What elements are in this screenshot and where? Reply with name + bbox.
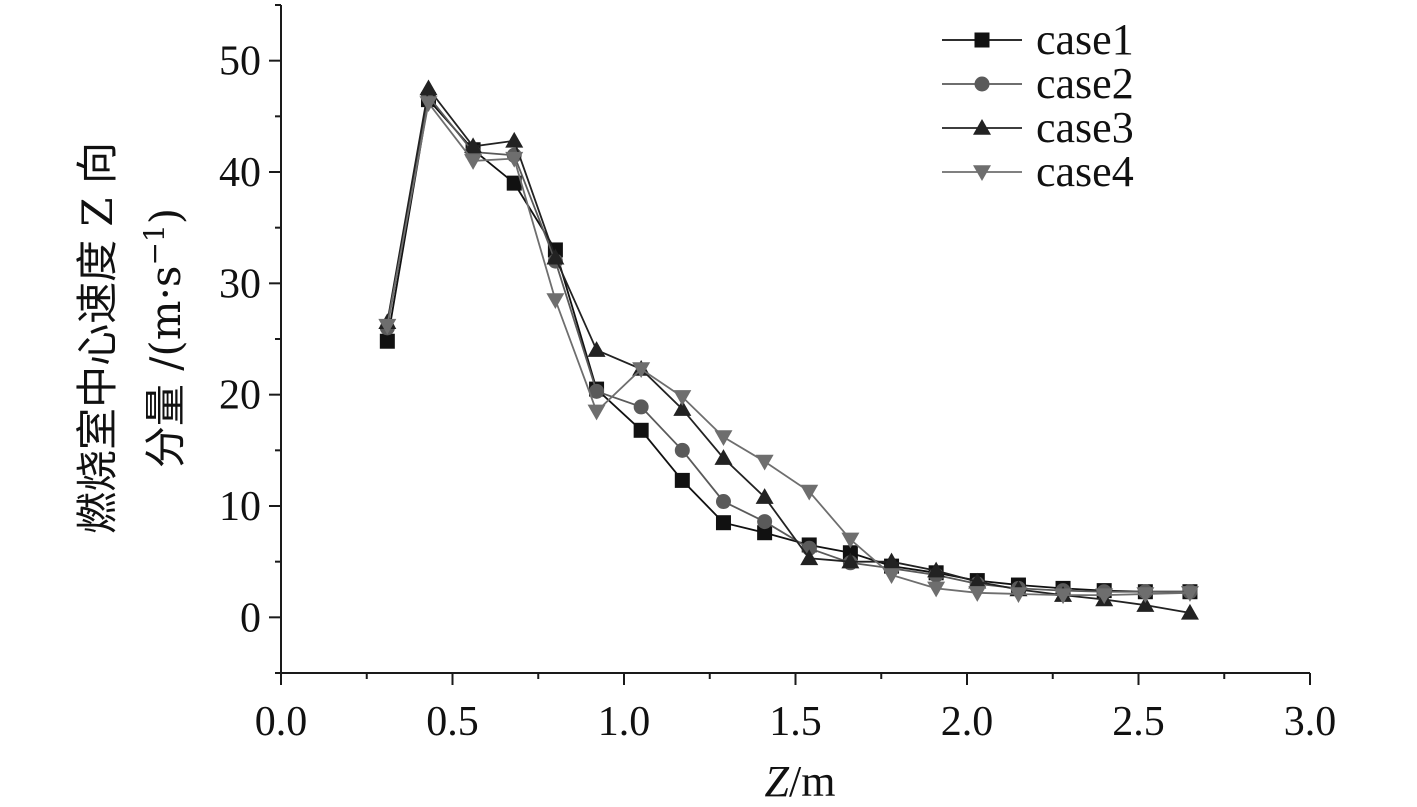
data-point-case3 (927, 561, 946, 578)
x-tick-label: 0.5 (426, 699, 479, 745)
legend-label: case1 (1036, 15, 1134, 64)
data-point-case3 (464, 137, 483, 154)
series-case4 (378, 96, 1199, 605)
data-point-case3 (968, 572, 987, 589)
x-tick-label: 0.0 (255, 699, 308, 745)
data-point-case4 (968, 586, 987, 602)
data-point-case3 (755, 488, 774, 504)
y-tick-label: 30 (219, 261, 261, 307)
data-point-case2 (715, 494, 731, 510)
x-axis-title: Z/m (765, 757, 836, 806)
x-axis-title-variable: Z (765, 757, 790, 806)
data-point-case4 (632, 362, 651, 379)
legend-item-case1: case1 (942, 15, 1134, 64)
data-point-case4 (505, 151, 524, 168)
data-point-case1 (715, 515, 731, 531)
data-point-case4 (1095, 588, 1114, 605)
series-line-case4 (386, 100, 1190, 596)
data-point-case4 (714, 430, 733, 446)
data-point-case1 (379, 333, 395, 349)
data-point-case4 (1054, 588, 1073, 605)
legend-marker (973, 165, 991, 181)
x-tick-label: 3.0 (1284, 699, 1337, 745)
data-point-case3 (1136, 596, 1155, 612)
x-tick-label: 1.5 (769, 699, 822, 745)
data-point-case2 (633, 399, 649, 415)
legend-label: case4 (1036, 147, 1134, 196)
x-axis-title-unit: /m (789, 757, 835, 806)
y-axis-title-line2: 分量 /(m·s−1) (138, 208, 190, 468)
data-point-case3 (882, 552, 901, 569)
legend-marker (974, 32, 990, 48)
y-axis-title-line1: 燃烧室中心速度 Z 向 (73, 142, 122, 534)
data-point-case4 (800, 484, 819, 501)
data-point-case3 (587, 341, 606, 357)
legend-label: case3 (1036, 103, 1134, 152)
data-point-case4 (841, 532, 860, 549)
y-tick-label: 10 (219, 484, 261, 530)
data-point-case2 (674, 442, 690, 458)
data-point-case4 (1180, 586, 1199, 602)
data-point-case4 (419, 96, 438, 112)
x-tick-label: 1.0 (598, 699, 651, 745)
data-point-case1 (506, 175, 522, 191)
data-point-case3 (419, 79, 438, 96)
legend-marker (974, 76, 990, 92)
data-point-case4 (882, 568, 901, 585)
y-tick-label: 50 (219, 39, 261, 85)
legend-marker (973, 119, 991, 135)
data-point-case2 (589, 383, 605, 399)
legend-item-case2: case2 (942, 59, 1134, 108)
x-tick-label: 2.0 (941, 699, 994, 745)
y-axis-title-close: ) (141, 208, 190, 224)
data-point-case4 (927, 581, 946, 598)
data-point-case1 (757, 525, 773, 541)
series-layer (378, 79, 1199, 620)
legend-label: case2 (1036, 59, 1134, 108)
y-tick-label: 20 (219, 373, 261, 419)
y-axis-title-line2-main: 分量 /(m·s (141, 266, 190, 469)
data-point-case1 (674, 472, 690, 488)
data-point-case4 (587, 404, 606, 421)
data-point-case4 (546, 293, 565, 310)
y-tick-label: 0 (240, 595, 261, 641)
x-tick-label: 2.5 (1112, 699, 1165, 745)
axes: 0.0 0.5 1.0 1.5 2.0 2.5 3.0 0 10 20 30 40 50 (219, 4, 1337, 745)
data-point-case4 (673, 390, 692, 406)
data-point-case2 (757, 514, 773, 530)
y-tick-label: 40 (219, 150, 261, 196)
data-point-case3 (841, 552, 860, 569)
data-point-case4 (1136, 587, 1155, 603)
data-point-case1 (633, 422, 649, 438)
data-point-case3 (1180, 603, 1199, 620)
data-point-case4 (755, 454, 774, 471)
legend-item-case4: case4 (942, 147, 1134, 196)
data-point-case3 (673, 400, 692, 416)
y-axis-title-superscript: −1 (138, 224, 171, 265)
data-point-case3 (505, 131, 524, 148)
data-point-case4 (378, 318, 397, 335)
data-point-case3 (546, 248, 565, 265)
data-point-case4 (1009, 587, 1028, 603)
data-point-case4 (464, 154, 483, 170)
legend-item-case3: case3 (942, 103, 1134, 152)
data-point-case3 (800, 549, 819, 566)
data-point-case3 (714, 449, 733, 465)
